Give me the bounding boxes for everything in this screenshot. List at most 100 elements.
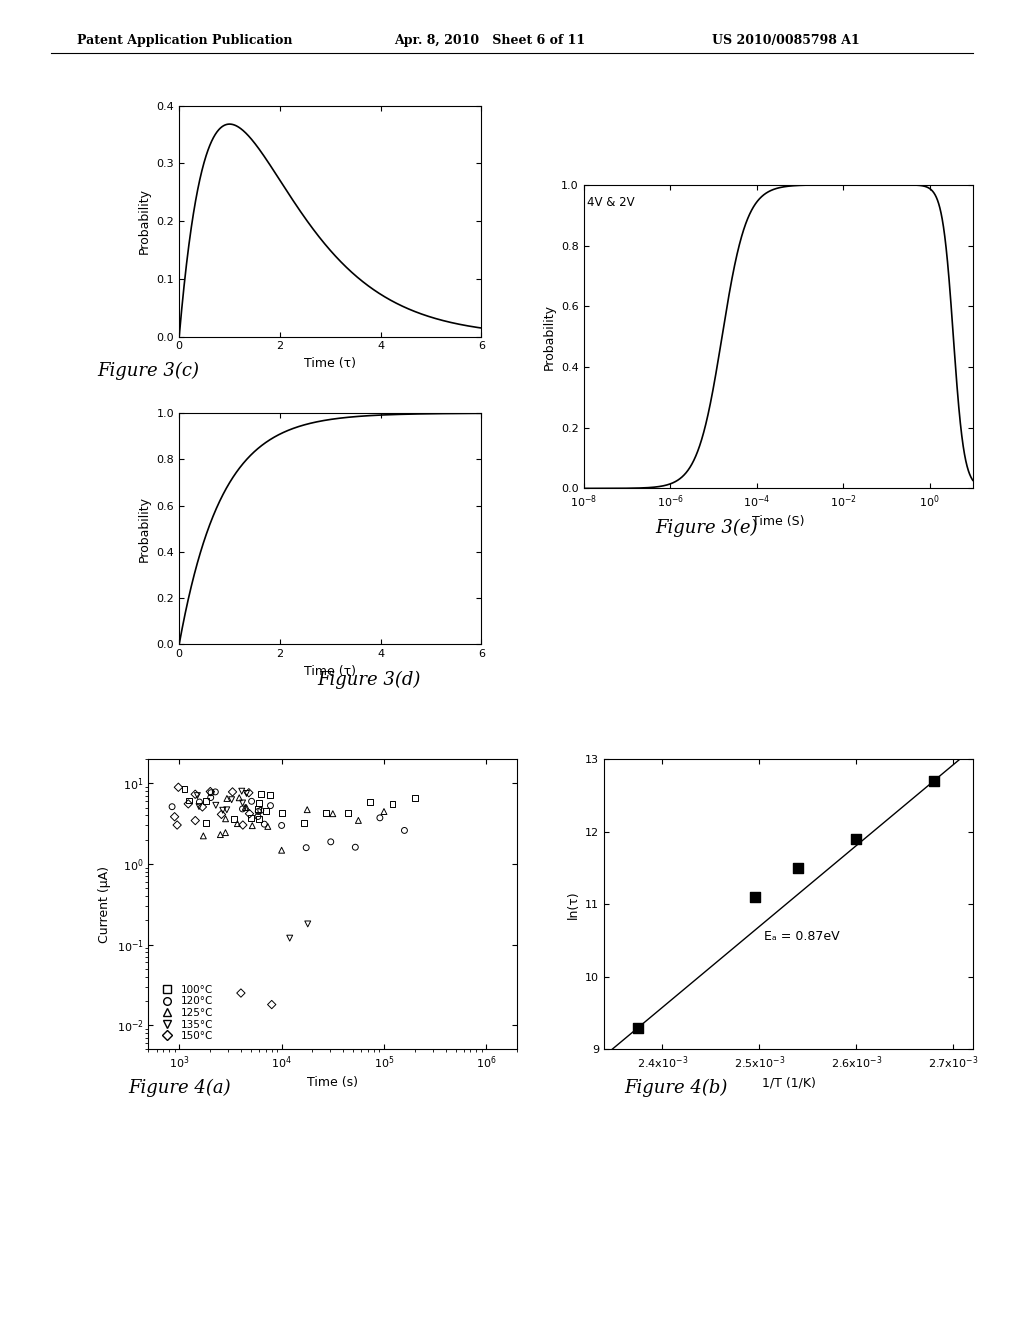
Point xyxy=(296,812,312,833)
Point xyxy=(203,783,219,804)
Point xyxy=(164,796,180,817)
Y-axis label: ln(τ): ln(τ) xyxy=(566,890,580,919)
Point xyxy=(189,785,206,807)
Point xyxy=(176,779,193,800)
Point xyxy=(217,822,233,843)
Point xyxy=(325,803,341,824)
Point xyxy=(224,781,241,803)
Point xyxy=(233,780,250,801)
Point xyxy=(261,784,278,805)
Y-axis label: Probability: Probability xyxy=(543,304,555,370)
Point xyxy=(300,913,316,935)
Point xyxy=(790,858,806,879)
Point xyxy=(630,1016,646,1038)
Point xyxy=(169,814,185,836)
Point xyxy=(207,781,223,803)
Text: Apr. 8, 2010   Sheet 6 of 11: Apr. 8, 2010 Sheet 6 of 11 xyxy=(394,34,586,48)
Legend: 100°C, 120°C, 125°C, 135°C, 150°C: 100°C, 120°C, 125°C, 135°C, 150°C xyxy=(154,982,216,1044)
Point xyxy=(262,795,279,816)
Point xyxy=(299,799,315,820)
Point xyxy=(212,824,228,845)
Point xyxy=(199,813,215,834)
Point xyxy=(195,796,211,817)
Point xyxy=(253,800,269,821)
Text: Patent Application Publication: Patent Application Publication xyxy=(77,34,292,48)
Point xyxy=(234,799,251,820)
Point xyxy=(218,799,234,820)
Text: 4V & 2V: 4V & 2V xyxy=(587,197,635,209)
Text: Figure 3(c): Figure 3(c) xyxy=(97,362,200,380)
Point xyxy=(347,837,364,858)
Point xyxy=(229,813,246,834)
Point xyxy=(376,801,392,822)
Text: Figure 4(b): Figure 4(b) xyxy=(625,1078,728,1097)
Point xyxy=(251,793,267,814)
Point xyxy=(251,809,267,830)
Point xyxy=(170,776,186,797)
Point xyxy=(273,840,290,861)
Point xyxy=(223,789,240,810)
Point xyxy=(190,796,207,817)
Point xyxy=(166,807,182,828)
Point xyxy=(219,788,236,809)
Point xyxy=(323,832,339,853)
Point xyxy=(234,814,251,836)
Text: US 2010/0085798 A1: US 2010/0085798 A1 xyxy=(712,34,859,48)
Text: Figure 3(d): Figure 3(d) xyxy=(317,671,421,689)
Point xyxy=(372,808,388,829)
X-axis label: Time (S): Time (S) xyxy=(752,515,805,528)
Point xyxy=(746,887,763,908)
Point xyxy=(202,781,218,803)
Point xyxy=(396,820,413,841)
Y-axis label: Probability: Probability xyxy=(138,495,151,562)
Point xyxy=(187,810,204,832)
Point xyxy=(926,770,942,791)
Point xyxy=(244,791,260,812)
Point xyxy=(848,829,864,850)
Point xyxy=(256,813,272,834)
Text: Figure 3(e): Figure 3(e) xyxy=(655,519,758,537)
Point xyxy=(282,928,298,949)
Text: Figure 4(a): Figure 4(a) xyxy=(128,1078,230,1097)
Point xyxy=(234,792,251,813)
Point xyxy=(384,793,400,814)
Point xyxy=(199,791,215,812)
Y-axis label: Probability: Probability xyxy=(138,189,151,255)
Point xyxy=(180,793,197,814)
Point xyxy=(317,803,334,824)
Point xyxy=(238,797,254,818)
X-axis label: 1/T (1/K): 1/T (1/K) xyxy=(762,1076,815,1089)
Point xyxy=(260,816,276,837)
Point xyxy=(208,795,224,816)
Point xyxy=(362,791,379,812)
Point xyxy=(196,825,212,846)
Point xyxy=(215,800,231,821)
Point xyxy=(191,792,208,813)
X-axis label: Time (τ): Time (τ) xyxy=(304,664,356,677)
Point xyxy=(350,810,367,832)
X-axis label: Time (τ): Time (τ) xyxy=(304,356,356,370)
Point xyxy=(250,799,266,820)
Point xyxy=(217,808,233,829)
Text: Eₐ = 0.87eV: Eₐ = 0.87eV xyxy=(764,931,840,944)
Point xyxy=(231,787,248,808)
Point xyxy=(298,837,314,858)
Point xyxy=(241,783,257,804)
Point xyxy=(263,994,280,1015)
Point xyxy=(244,814,260,836)
Point xyxy=(213,804,229,825)
Point xyxy=(239,783,255,804)
Point xyxy=(244,808,260,829)
Point xyxy=(273,803,290,824)
Point xyxy=(242,803,258,824)
Point xyxy=(250,807,266,828)
Point xyxy=(203,787,219,808)
Point xyxy=(273,814,290,836)
Point xyxy=(340,803,356,824)
Point xyxy=(258,800,274,821)
Point xyxy=(407,788,423,809)
Point xyxy=(239,797,255,818)
X-axis label: Time (s): Time (s) xyxy=(307,1076,358,1089)
Point xyxy=(187,784,204,805)
Point xyxy=(180,789,197,810)
